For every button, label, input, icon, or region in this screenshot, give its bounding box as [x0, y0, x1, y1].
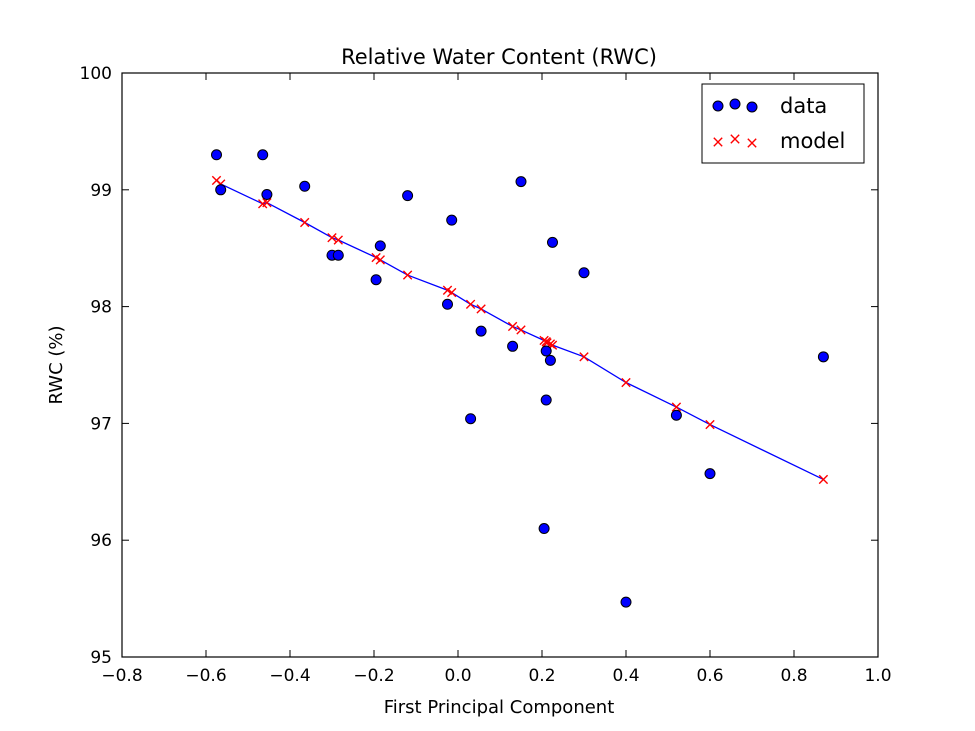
model-point-14: [507, 321, 518, 332]
legend-data-marker-2: [746, 101, 758, 113]
model-point-11: [447, 287, 457, 298]
model-point-21: [579, 352, 589, 362]
x-tick-label-6: 0.4: [612, 666, 639, 686]
x-tick-label-0: −0.8: [101, 666, 142, 686]
y-tick-label-1: 96: [90, 531, 112, 551]
model-point-18: [542, 338, 552, 348]
model-point-4: [300, 217, 310, 228]
data-point-7: [370, 274, 382, 286]
data-point-12: [465, 413, 477, 425]
data-point-3: [261, 188, 273, 200]
data-point-17: [540, 394, 552, 406]
x-tick-label-4: 0.0: [444, 666, 471, 686]
data-point-6: [332, 249, 344, 261]
data-point-4: [299, 180, 311, 192]
legend-model-marker-1: [730, 134, 740, 144]
model-point-13: [476, 304, 486, 314]
data-point-18: [540, 345, 552, 357]
data-point-22: [620, 596, 632, 608]
y-tick-label-5: 100: [80, 64, 112, 84]
data-point-19: [544, 354, 556, 366]
model-point-8: [375, 255, 385, 265]
model-point-23: [671, 402, 682, 412]
data-point-23: [670, 409, 682, 421]
data-point-15: [515, 176, 527, 188]
x-tick-label-1: −0.6: [185, 666, 226, 686]
data-point-14: [507, 340, 519, 352]
legend: data model: [701, 83, 865, 164]
legend-label-model: model: [780, 129, 845, 153]
legend-model-marker-2: [747, 138, 757, 148]
model-point-3: [262, 197, 272, 208]
y-tick-label-3: 98: [90, 298, 112, 318]
legend-data-marker-1: [729, 98, 741, 110]
data-point-20: [547, 236, 558, 248]
model-point-25: [818, 474, 829, 485]
y-axis-title: RWC (%): [46, 325, 67, 404]
data-point-24: [704, 468, 716, 480]
x-tick-label-9: 1.0: [864, 666, 891, 686]
legend-label-data: data: [780, 94, 827, 118]
model-line: [216, 179, 824, 481]
y-tick-label-4: 99: [90, 181, 112, 201]
model-point-12: [465, 299, 476, 309]
model-point-24: [705, 419, 715, 430]
data-point-2: [257, 149, 269, 161]
x-tick-label-7: 0.6: [696, 666, 723, 686]
x-tick-label-3: −0.2: [353, 666, 394, 686]
data-point-16: [538, 523, 550, 535]
data-point-1: [215, 184, 227, 196]
y-tick-label-0: 95: [90, 648, 112, 668]
model-point-15: [516, 325, 526, 335]
model-point-6: [333, 235, 343, 245]
data-point-0: [211, 149, 222, 161]
data-point-10: [442, 298, 453, 310]
model-point-5: [327, 232, 337, 243]
model-point-9: [402, 270, 413, 280]
y-tick-label-2: 97: [90, 414, 112, 434]
x-axis-title: First Principal Component: [384, 697, 615, 718]
chart-title: Relative Water Content (RWC): [341, 45, 657, 69]
legend-data-marker-0: [712, 100, 724, 112]
data-point-21: [578, 267, 590, 279]
data-point-13: [475, 325, 487, 337]
x-tick-label-8: 0.8: [780, 666, 807, 686]
data-point-9: [402, 190, 414, 202]
x-tick-label-5: 0.2: [528, 666, 555, 686]
legend-model-marker-0: [713, 137, 723, 147]
legend-box: [701, 83, 865, 164]
x-tick-label-2: −0.4: [269, 666, 310, 686]
data-point-25: [817, 351, 829, 363]
model-point-22: [621, 377, 631, 388]
data-point-8: [374, 240, 386, 252]
data-point-11: [446, 214, 458, 226]
plot-frame: [121, 72, 879, 658]
